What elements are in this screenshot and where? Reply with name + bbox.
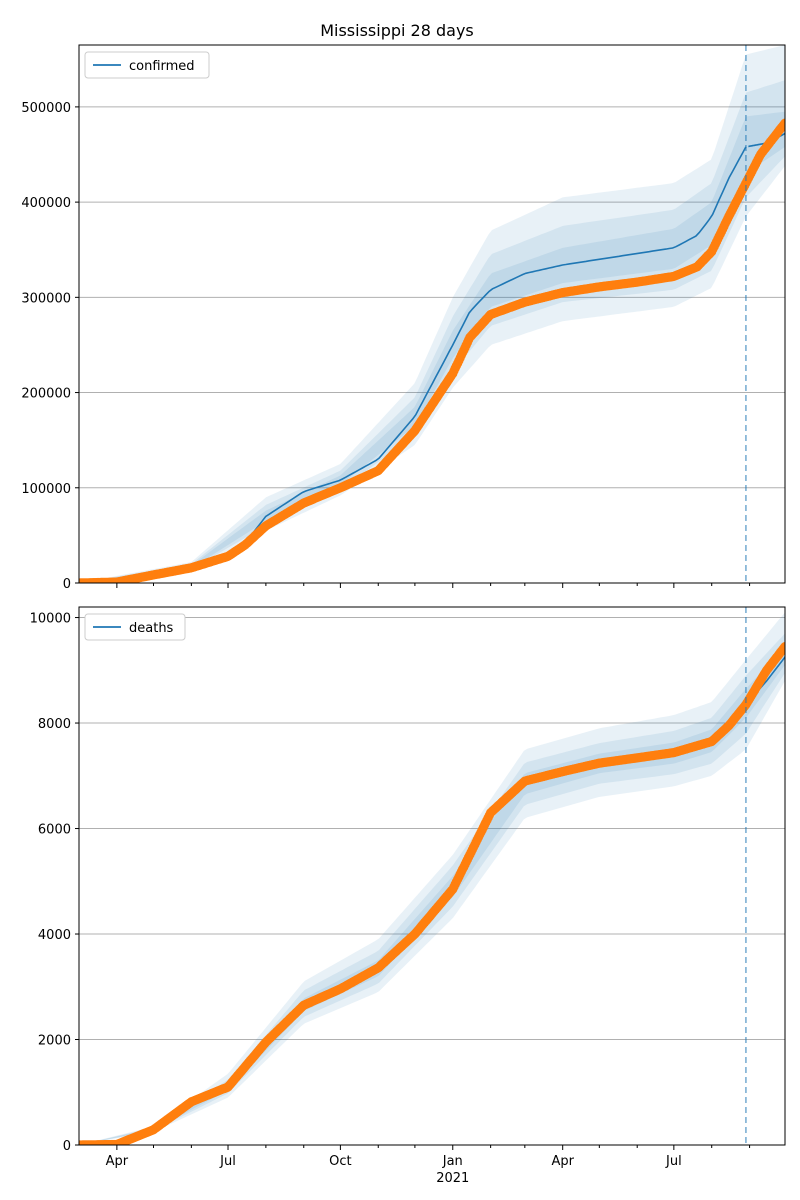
legend: confirmed (84, 51, 210, 79)
y-tick-label: 500000 (21, 101, 71, 116)
deaths-panel: 0 2000 4000 6000 8000 10000 Apr Jul Oct Jan Apr Jul… (30, 606, 786, 1186)
axes-frame (78, 44, 786, 584)
y-tick-label: 100000 (21, 482, 71, 497)
x-year-label: 2021 (436, 1171, 469, 1186)
x-tick-label: Apr (106, 1154, 129, 1169)
plot-area (79, 45, 785, 583)
y-tick-label: 4000 (38, 928, 71, 943)
uncertainty-band-middle (79, 80, 785, 583)
y-tick-label: 6000 (38, 823, 71, 838)
observed-series (79, 118, 785, 583)
y-tick-label: 300000 (21, 291, 71, 306)
confirmed-panel: 0 100000 200000 300000 400000 500000 confirmed (21, 44, 786, 592)
y-tick-label: 2000 (38, 1034, 71, 1049)
legend-box (84, 613, 186, 641)
plot-area (79, 612, 785, 1145)
y-tick-label: 0 (63, 577, 71, 592)
y-tick-label: 200000 (21, 387, 71, 402)
y-tick-label: 8000 (38, 717, 71, 732)
chart-title: Mississippi 28 days (320, 21, 474, 40)
x-tick-label: Jul (219, 1154, 236, 1169)
y-tick-label: 10000 (30, 612, 71, 627)
axes-frame (78, 606, 786, 1146)
legend-label: deaths (129, 621, 174, 636)
uncertainty-band-inner (79, 646, 785, 1145)
y-tick-label: 400000 (21, 196, 71, 211)
observed-series (79, 642, 785, 1145)
uncertainty-band-outer (79, 612, 785, 1145)
legend-label: confirmed (129, 59, 195, 74)
legend-box (84, 51, 210, 79)
uncertainty-band-outer (79, 45, 785, 583)
observed-point (780, 642, 785, 652)
y-tick-label: 0 (63, 1139, 71, 1154)
x-tick-label: Apr (551, 1154, 574, 1169)
legend: deaths (84, 613, 186, 641)
x-tick-label: Jan (442, 1154, 463, 1169)
observed-point (780, 118, 785, 128)
x-tick-label: Jul (665, 1154, 682, 1169)
x-tick-label: Oct (329, 1154, 351, 1169)
